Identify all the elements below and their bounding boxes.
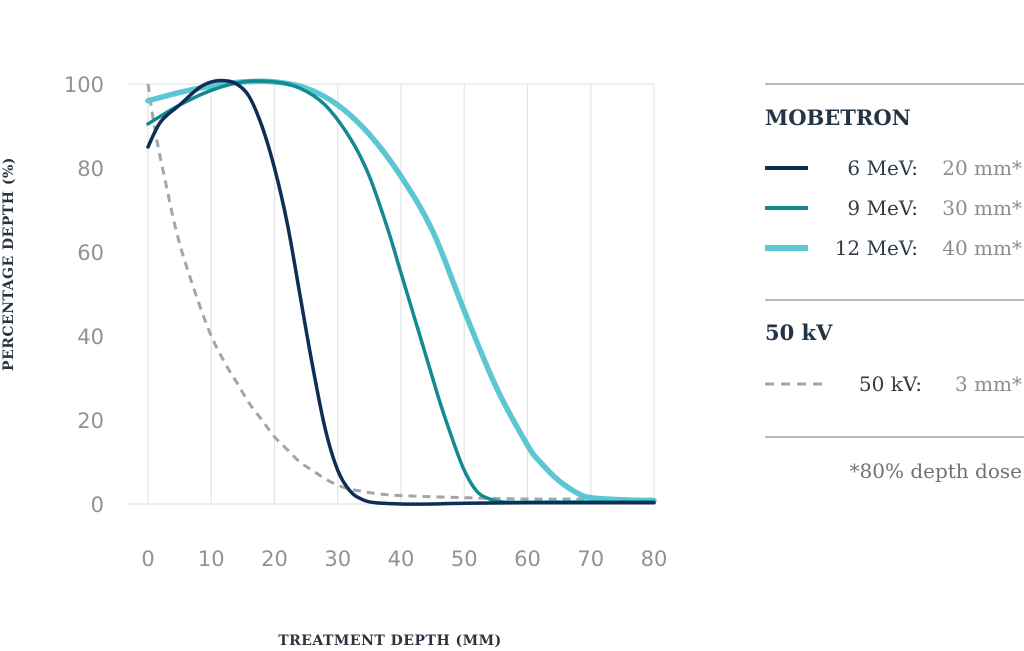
x-tick-label: 0 <box>141 547 154 571</box>
y-tick-label: 0 <box>91 493 104 517</box>
x-axis-title: TREATMENT DEPTH (MM) <box>278 633 502 649</box>
x-tick-label: 70 <box>577 547 604 571</box>
x-tick-label: 80 <box>641 547 668 571</box>
legend-value-50kv: 3 mm* <box>955 372 1022 396</box>
legend-label-50kv: 50 kV: <box>859 372 922 396</box>
legend-footnote: *80% depth dose <box>850 459 1022 483</box>
y-tick-label: 60 <box>77 241 104 265</box>
legend-heading-50kv: 50 kV <box>765 320 833 345</box>
legend-value-9mev: 30 mm* <box>942 196 1022 220</box>
y-tick-label: 80 <box>77 157 104 181</box>
y-tick-label: 40 <box>77 325 104 349</box>
series-6mev-line <box>146 78 656 506</box>
x-tick-label: 30 <box>324 547 351 571</box>
plot-series <box>145 78 657 506</box>
y-axis-ticks: 0 20 40 60 80 100 <box>64 73 104 517</box>
series-50kv-line <box>146 83 654 501</box>
grid-lines <box>128 83 655 505</box>
x-tick-label: 50 <box>451 547 478 571</box>
legend-label-6mev: 6 MeV: <box>847 156 918 180</box>
x-tick-label: 40 <box>388 547 415 571</box>
legend-heading-mobetron: MOBETRON <box>765 105 911 130</box>
y-axis-title: PERCENTAGE DEPTH (%) <box>1 157 17 371</box>
x-axis-ticks: 0 10 20 30 40 50 60 70 80 <box>141 547 667 571</box>
legend-label-9mev: 9 MeV: <box>847 196 918 220</box>
x-tick-label: 20 <box>261 547 288 571</box>
y-tick-label: 20 <box>77 409 104 433</box>
y-tick-label: 100 <box>64 73 104 97</box>
x-tick-label: 10 <box>198 547 225 571</box>
legend-value-6mev: 20 mm* <box>942 156 1022 180</box>
x-tick-label: 60 <box>514 547 541 571</box>
legend-label-12mev: 12 MeV: <box>835 236 918 260</box>
legend: MOBETRON 6 MeV: 20 mm* 9 MeV: 30 mm* 12 … <box>765 83 1024 483</box>
legend-value-12mev: 40 mm* <box>942 236 1022 260</box>
